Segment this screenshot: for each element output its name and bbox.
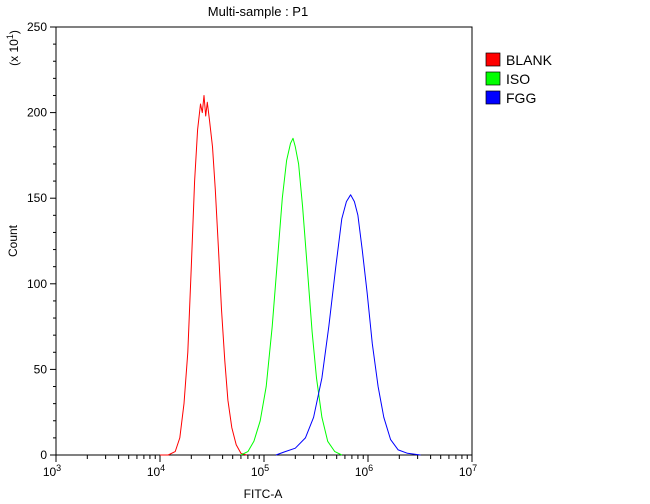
legend-label: ISO xyxy=(506,71,530,87)
chart-title: Multi-sample : P1 xyxy=(208,4,308,19)
legend-swatch-blank xyxy=(485,52,501,67)
y-tick-label: 250 xyxy=(27,20,47,34)
legend-label: FGG xyxy=(506,90,536,106)
y-tick-label: 200 xyxy=(27,106,47,120)
x-tick-label: 105 xyxy=(251,463,269,479)
x-tick-label: 103 xyxy=(43,463,61,479)
x-tick-label: 104 xyxy=(147,463,165,479)
legend-label: BLANK xyxy=(506,52,553,68)
x-tick-label: 107 xyxy=(459,463,477,479)
series-line-blank xyxy=(160,95,247,456)
x-axis-label: FITC-A xyxy=(244,487,283,501)
y-tick-label: 100 xyxy=(27,277,47,291)
series-line-iso xyxy=(240,137,343,456)
y-tick-label: 0 xyxy=(40,448,47,462)
legend: BLANK ISO FGG xyxy=(485,52,553,106)
y-axis-multiplier: (x 101) xyxy=(5,30,21,66)
series-line-fgg xyxy=(275,194,421,456)
y-axis-label: Count xyxy=(6,224,20,257)
plot-area xyxy=(55,26,473,456)
legend-swatch-fgg xyxy=(485,90,501,105)
y-tick-label: 50 xyxy=(34,362,48,376)
y-axis: 0 50 100 150 200 250 xyxy=(27,20,56,462)
x-tick-label: 106 xyxy=(355,463,373,479)
legend-swatch-iso xyxy=(485,71,501,86)
series-layer xyxy=(160,95,421,456)
y-tick-label: 150 xyxy=(27,191,47,205)
x-axis: 103 104 105 106 107 xyxy=(43,455,477,479)
